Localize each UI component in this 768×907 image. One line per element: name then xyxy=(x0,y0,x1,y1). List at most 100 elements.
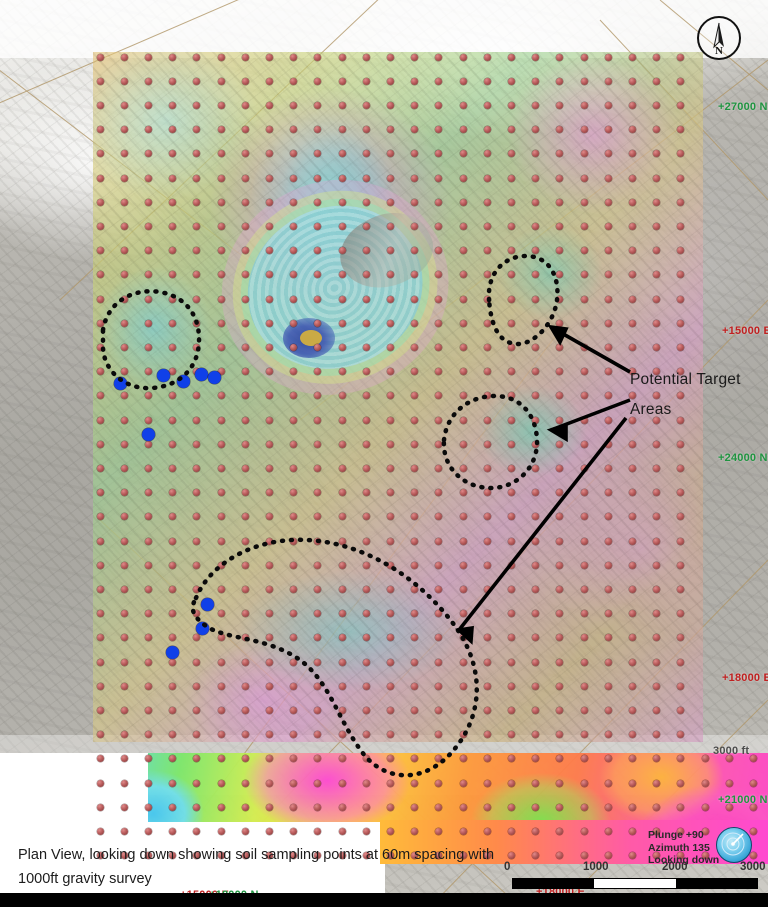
soil-sample-point xyxy=(241,295,249,303)
soil-sample-point xyxy=(265,368,273,376)
soil-sample-point xyxy=(120,101,128,109)
soil-sample-point xyxy=(96,852,104,860)
soil-sample-point xyxy=(507,319,515,327)
soil-sample-point xyxy=(144,610,152,618)
soil-sample-point xyxy=(314,513,322,521)
soil-sample-point xyxy=(265,731,273,739)
soil-sample-point xyxy=(144,150,152,158)
soil-sample-point xyxy=(265,706,273,714)
soil-sample-point xyxy=(580,852,588,860)
soil-sample-point xyxy=(459,222,467,230)
soil-sample-point xyxy=(411,150,419,158)
soil-sample-point xyxy=(362,319,370,327)
soil-sample-point xyxy=(265,247,273,255)
soil-sample-point xyxy=(386,682,394,690)
scale-bar-tick-label: 2000 xyxy=(662,861,688,873)
soil-sample-point xyxy=(290,706,298,714)
soil-sample-point xyxy=(435,271,443,279)
soil-sample-point xyxy=(435,779,443,787)
soil-sample-point xyxy=(169,489,177,497)
soil-sample-point xyxy=(314,634,322,642)
soil-sample-point xyxy=(217,537,225,545)
soil-sample-point xyxy=(459,706,467,714)
soil-sample-point xyxy=(144,416,152,424)
soil-sample-point xyxy=(144,53,152,61)
soil-sample-point xyxy=(169,803,177,811)
soil-sample-point xyxy=(362,489,370,497)
soil-sample-point xyxy=(556,658,564,666)
soil-sample-point xyxy=(556,464,564,472)
orientation-globe-icon xyxy=(716,827,752,863)
soil-sample-point xyxy=(241,77,249,85)
soil-sample-point xyxy=(169,53,177,61)
soil-sample-point xyxy=(507,634,515,642)
north-arrow-label: N xyxy=(715,45,723,57)
soil-sample-point xyxy=(386,319,394,327)
soil-sample-point xyxy=(628,126,636,134)
soil-sample-point xyxy=(556,295,564,303)
soil-sample-point xyxy=(507,101,515,109)
soil-sample-point xyxy=(459,53,467,61)
soil-sample-point xyxy=(362,295,370,303)
soil-sample-point xyxy=(604,658,612,666)
soil-sample-point xyxy=(580,150,588,158)
soil-sample-point xyxy=(580,77,588,85)
soil-sample-point xyxy=(507,126,515,134)
soil-sample-point xyxy=(193,77,201,85)
soil-sample-point xyxy=(653,827,661,835)
soil-sample-point xyxy=(386,198,394,206)
soil-sample-point xyxy=(411,392,419,400)
soil-sample-point xyxy=(580,755,588,763)
soil-sample-point xyxy=(604,271,612,279)
soil-sample-point xyxy=(435,126,443,134)
soil-sample-point xyxy=(290,392,298,400)
bottom-border-bar xyxy=(0,893,768,907)
soil-sample-point xyxy=(169,295,177,303)
soil-sample-point xyxy=(386,53,394,61)
soil-sample-point xyxy=(459,610,467,618)
soil-sample-point xyxy=(411,610,419,618)
soil-sample-point xyxy=(193,222,201,230)
soil-sample-point xyxy=(677,416,685,424)
soil-sample-point xyxy=(241,827,249,835)
soil-sample-point xyxy=(144,634,152,642)
soil-sample-point xyxy=(580,489,588,497)
soil-sample-point xyxy=(265,682,273,690)
soil-sample-point xyxy=(604,101,612,109)
soil-sample-point xyxy=(532,755,540,763)
soil-sample-point xyxy=(338,779,346,787)
north-arrow-icon: N xyxy=(697,16,741,60)
soil-sample-point xyxy=(265,440,273,448)
soil-sample-point xyxy=(483,416,491,424)
arrowhead-northeast xyxy=(547,324,569,346)
soil-sample-point xyxy=(604,755,612,763)
soil-sample-point xyxy=(314,343,322,351)
soil-sample-point xyxy=(314,150,322,158)
soil-sample-point xyxy=(677,440,685,448)
soil-sample-point xyxy=(217,392,225,400)
soil-sample-point xyxy=(580,53,588,61)
soil-sample-point xyxy=(532,634,540,642)
soil-sample-point xyxy=(628,610,636,618)
soil-sample-point xyxy=(193,489,201,497)
soil-sample-point xyxy=(144,271,152,279)
soil-sample-point xyxy=(507,271,515,279)
soil-sample-point xyxy=(362,827,370,835)
soil-sample-point xyxy=(290,368,298,376)
soil-sample-point xyxy=(217,731,225,739)
soil-sample-point xyxy=(483,271,491,279)
soil-sample-point xyxy=(701,852,709,860)
soil-sample-point xyxy=(677,319,685,327)
soil-sample-point xyxy=(96,513,104,521)
soil-sample-point xyxy=(120,610,128,618)
soil-sample-point xyxy=(507,779,515,787)
soil-sample-point xyxy=(290,489,298,497)
soil-sample-point xyxy=(217,610,225,618)
soil-sample-point xyxy=(749,827,757,835)
soil-sample-point xyxy=(338,271,346,279)
soil-sample-point xyxy=(362,610,370,618)
soil-sample-point xyxy=(483,368,491,376)
soil-sample-point xyxy=(217,803,225,811)
soil-sample-point xyxy=(411,319,419,327)
soil-sample-point xyxy=(411,126,419,134)
